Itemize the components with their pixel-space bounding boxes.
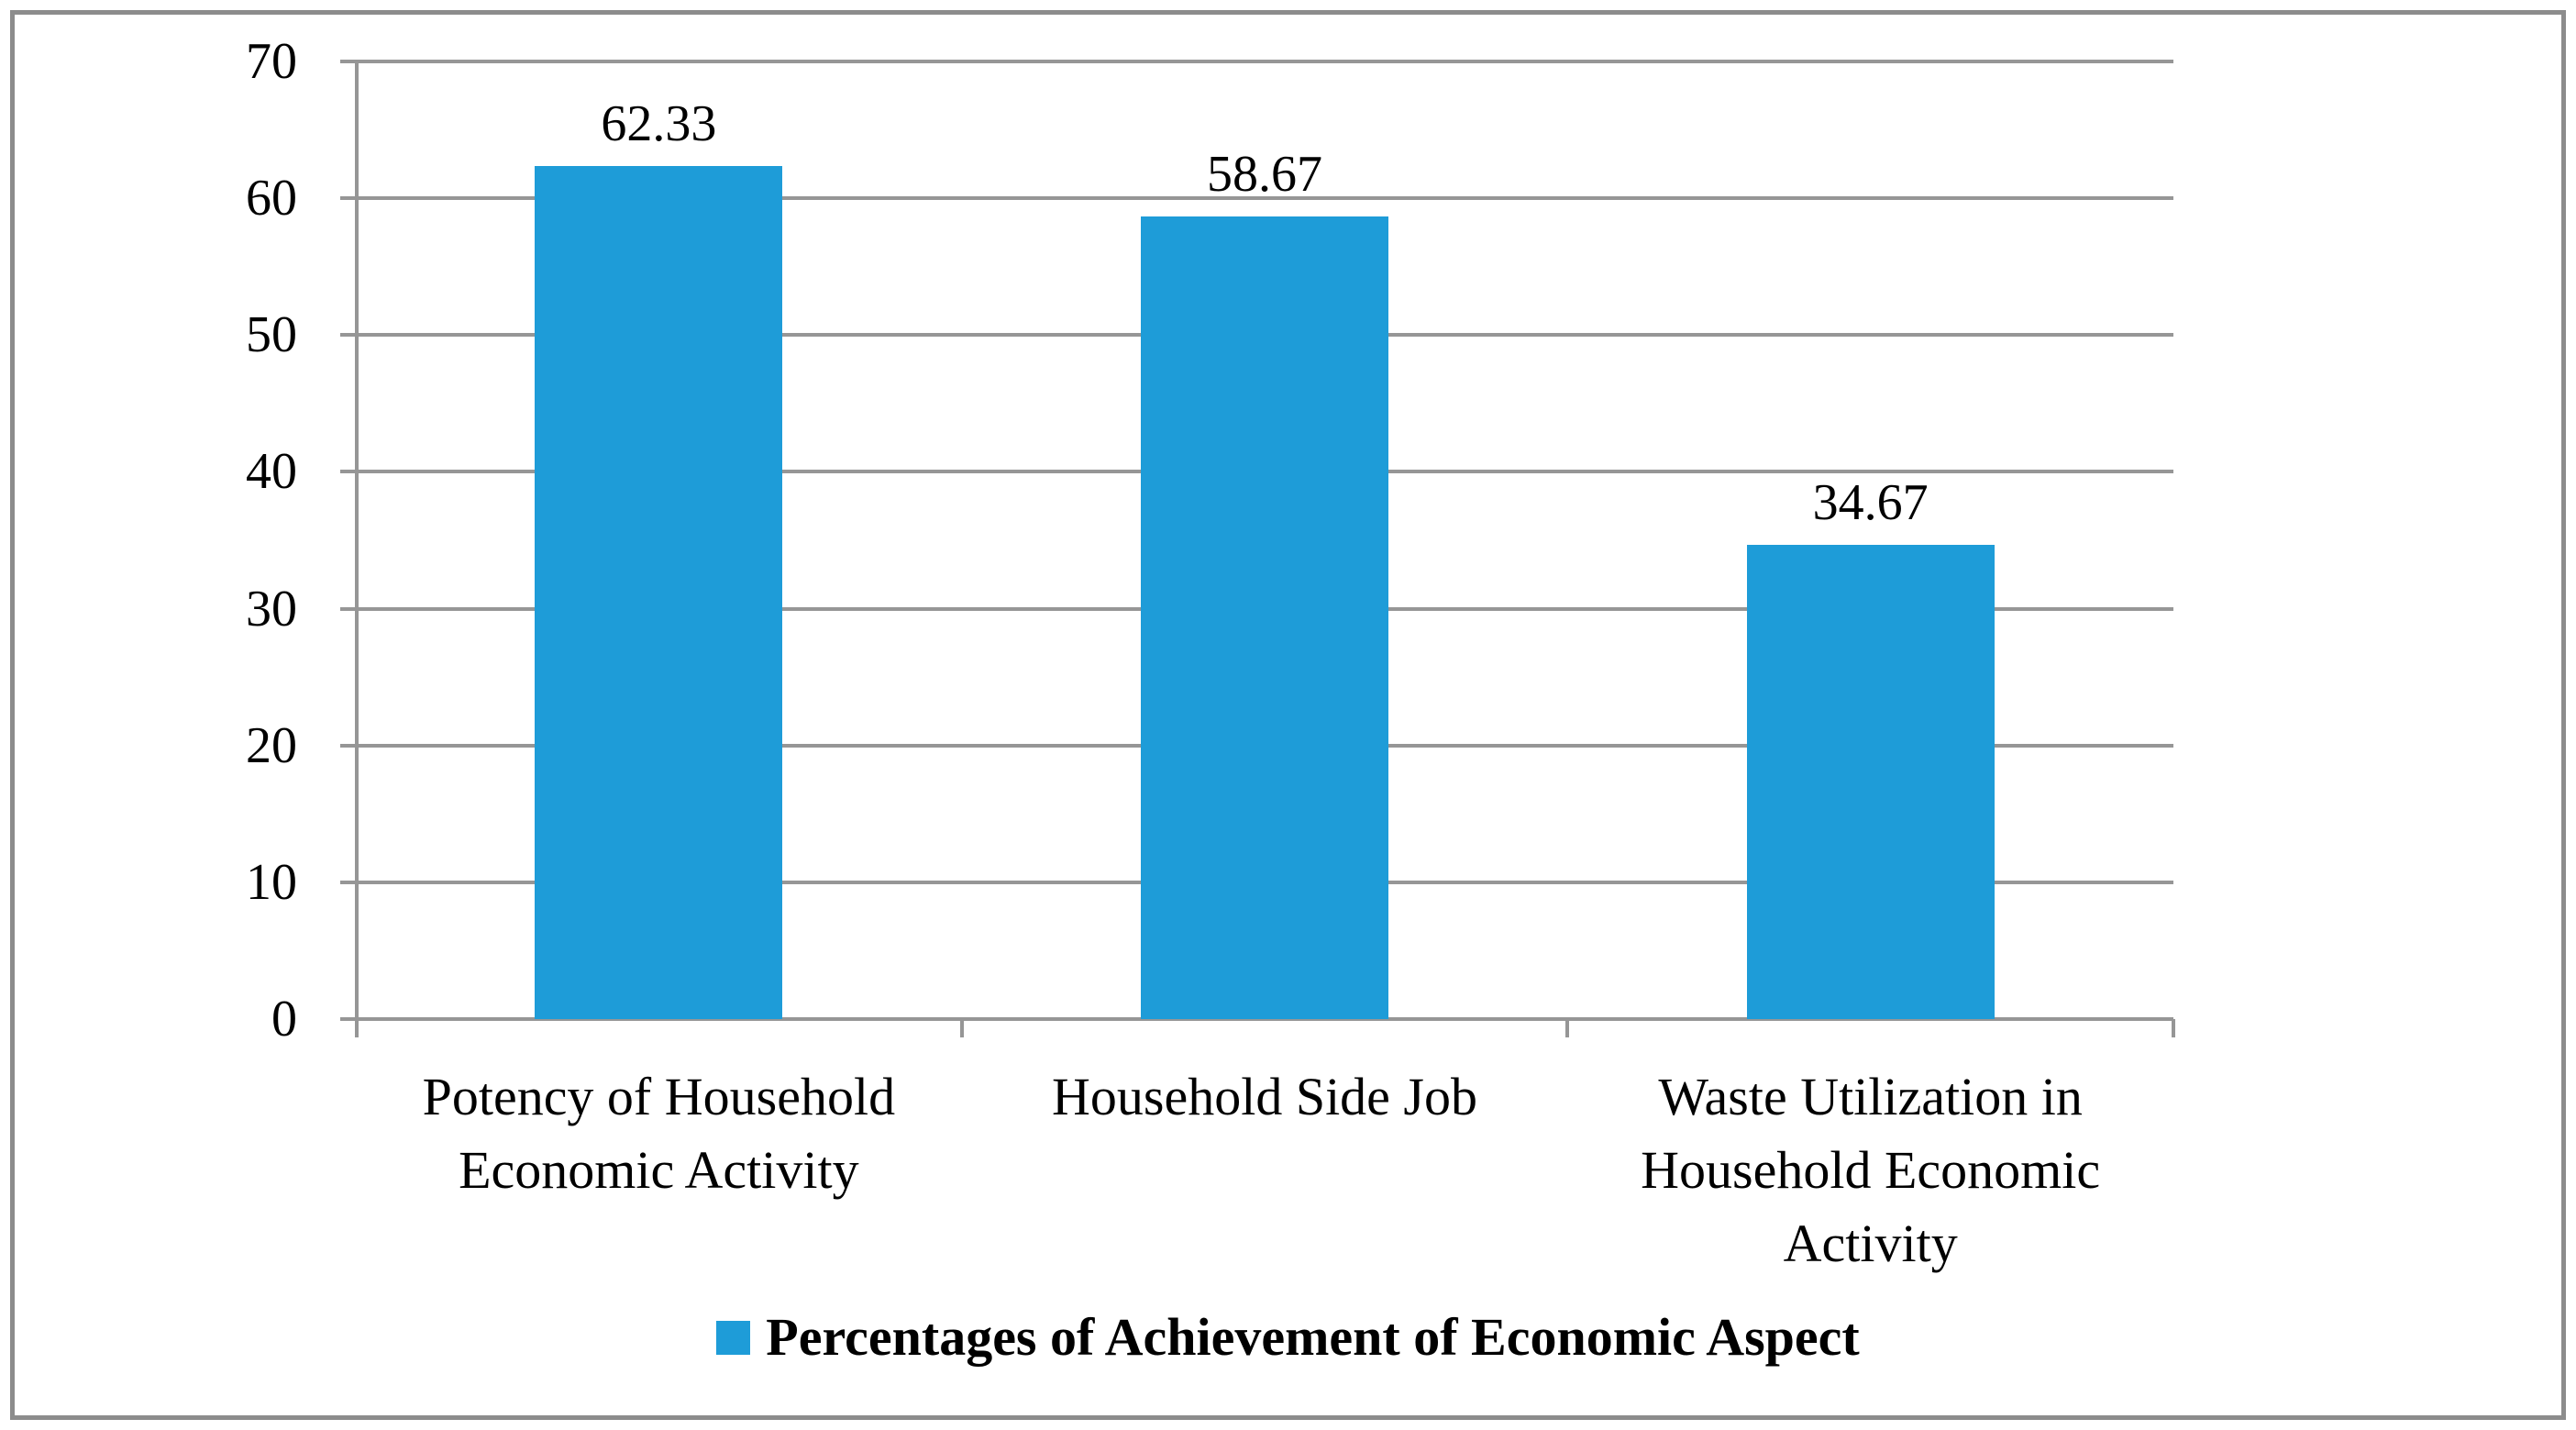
legend: Percentages of Achievement of Economic A… bbox=[15, 1297, 2561, 1378]
y-axis-tick-label: 20 bbox=[246, 716, 297, 774]
plot-area: 0 10 20 30 40 50 60 70 62.33 Potency of Household… bbox=[246, 33, 2175, 1273]
gridline bbox=[340, 60, 2173, 63]
y-axis-line bbox=[355, 60, 359, 1037]
y-axis-tick-label: 0 bbox=[271, 991, 297, 1048]
gridline bbox=[340, 1017, 2173, 1021]
x-axis-tick bbox=[2172, 1019, 2175, 1037]
gridline bbox=[340, 196, 2173, 201]
x-axis-category-label: Household Side Job bbox=[1052, 1067, 1477, 1126]
bar-value-label: 62.33 bbox=[601, 95, 717, 153]
bar-value-label: 34.67 bbox=[1812, 473, 1929, 531]
x-axis-tick bbox=[1565, 1019, 1570, 1037]
y-axis-tick-label: 60 bbox=[246, 170, 297, 227]
x-axis-category-label: Potency of Household Economic Activity bbox=[422, 1067, 896, 1200]
y-axis-tick-label: 30 bbox=[246, 580, 297, 637]
y-axis-tick-label: 40 bbox=[246, 443, 297, 501]
legend-label: Percentages of Achievement of Economic A… bbox=[766, 1307, 1860, 1367]
legend-swatch-icon bbox=[716, 1320, 751, 1355]
y-axis-tick-label: 10 bbox=[246, 853, 297, 911]
bar-value-label: 58.67 bbox=[1207, 145, 1322, 203]
bar bbox=[535, 166, 783, 1019]
y-axis-tick-label: 50 bbox=[246, 306, 297, 364]
chart-frame: 0 10 20 30 40 50 60 70 62.33 Potency of Household… bbox=[10, 10, 2566, 1420]
x-axis-tick bbox=[959, 1019, 964, 1037]
bar bbox=[1141, 216, 1388, 1019]
bar bbox=[1746, 544, 1995, 1019]
y-axis-tick-label: 70 bbox=[246, 33, 297, 90]
x-axis-category-label: Waste Utilization in Household Economic … bbox=[1641, 1067, 2101, 1273]
